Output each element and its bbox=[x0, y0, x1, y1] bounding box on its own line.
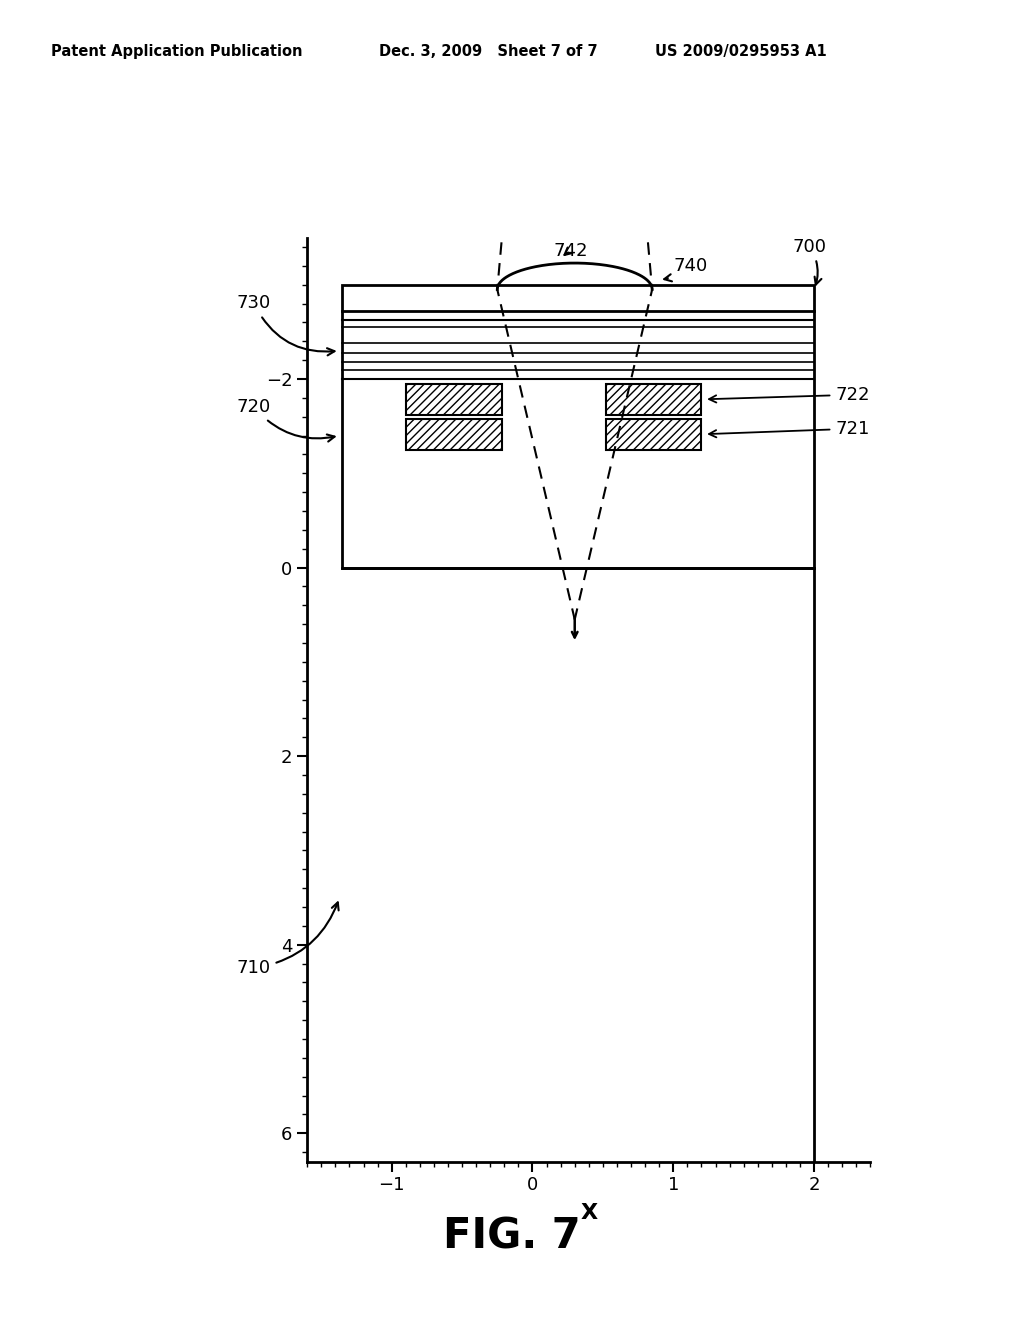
Bar bbox=[606, 384, 701, 414]
Text: 722: 722 bbox=[709, 385, 869, 404]
X-axis label: X: X bbox=[581, 1203, 597, 1222]
Text: 740: 740 bbox=[665, 256, 708, 281]
Text: Patent Application Publication: Patent Application Publication bbox=[51, 44, 303, 58]
Bar bbox=[606, 384, 701, 414]
Text: FIG. 7: FIG. 7 bbox=[443, 1216, 581, 1258]
Text: Dec. 3, 2009   Sheet 7 of 7: Dec. 3, 2009 Sheet 7 of 7 bbox=[379, 44, 598, 58]
Text: 742: 742 bbox=[554, 243, 588, 260]
Bar bbox=[606, 418, 701, 450]
Bar bbox=[606, 418, 701, 450]
Bar bbox=[342, 285, 814, 568]
Bar bbox=[406, 418, 502, 450]
Text: 710: 710 bbox=[237, 903, 339, 977]
Bar bbox=[406, 384, 502, 414]
Bar bbox=[406, 418, 502, 450]
Text: US 2009/0295953 A1: US 2009/0295953 A1 bbox=[655, 44, 827, 58]
Bar bbox=[406, 384, 502, 414]
Text: 720: 720 bbox=[237, 399, 335, 442]
Text: 700: 700 bbox=[793, 238, 827, 285]
Text: 721: 721 bbox=[709, 420, 869, 438]
Text: 730: 730 bbox=[237, 294, 335, 355]
